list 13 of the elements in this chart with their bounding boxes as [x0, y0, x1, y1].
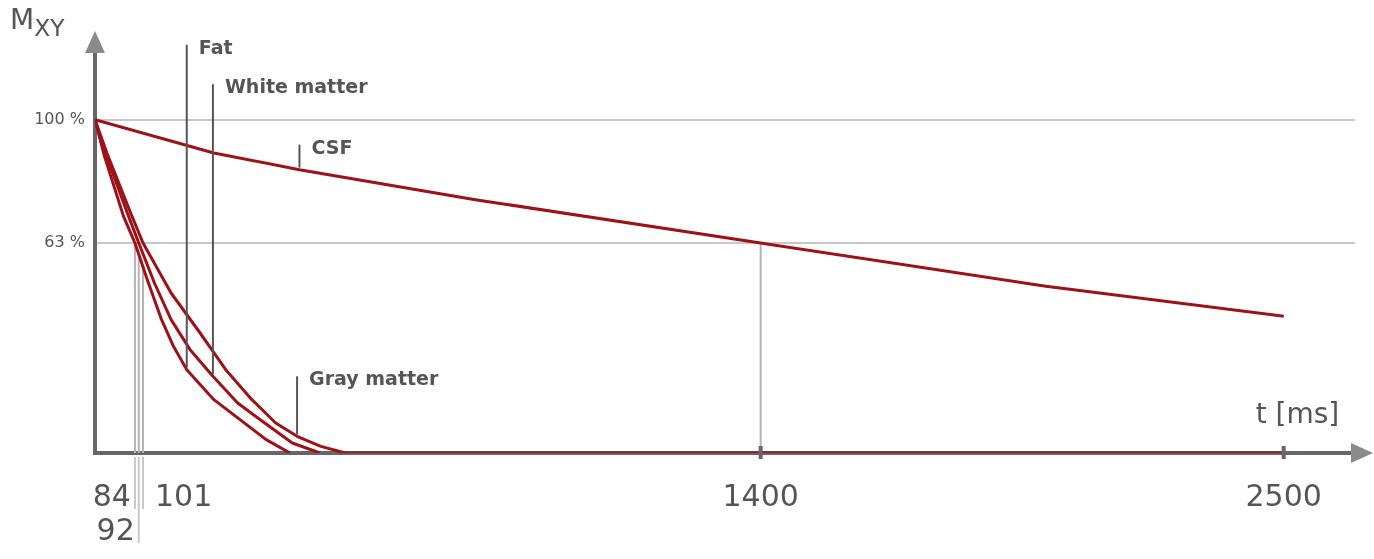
- x-tick-label: 2500: [1245, 477, 1322, 513]
- x-tick-label: 1400: [722, 477, 799, 513]
- series-label: CSF: [311, 135, 353, 158]
- text: White matter: [224, 75, 369, 98]
- y-tick-label: 100 %: [34, 108, 85, 128]
- y-axis-title: M$_{XY}$: [10, 3, 65, 42]
- ref-line-label: 101: [155, 477, 213, 513]
- y-tick-label: 63 %: [44, 232, 85, 252]
- text: Fat: [198, 35, 233, 58]
- x-axis-title: t [ms]: [1255, 397, 1340, 430]
- ref-line-label: 84: [92, 477, 131, 513]
- text: Gray matter: [309, 367, 439, 390]
- ref-line-label: 92: [96, 511, 135, 547]
